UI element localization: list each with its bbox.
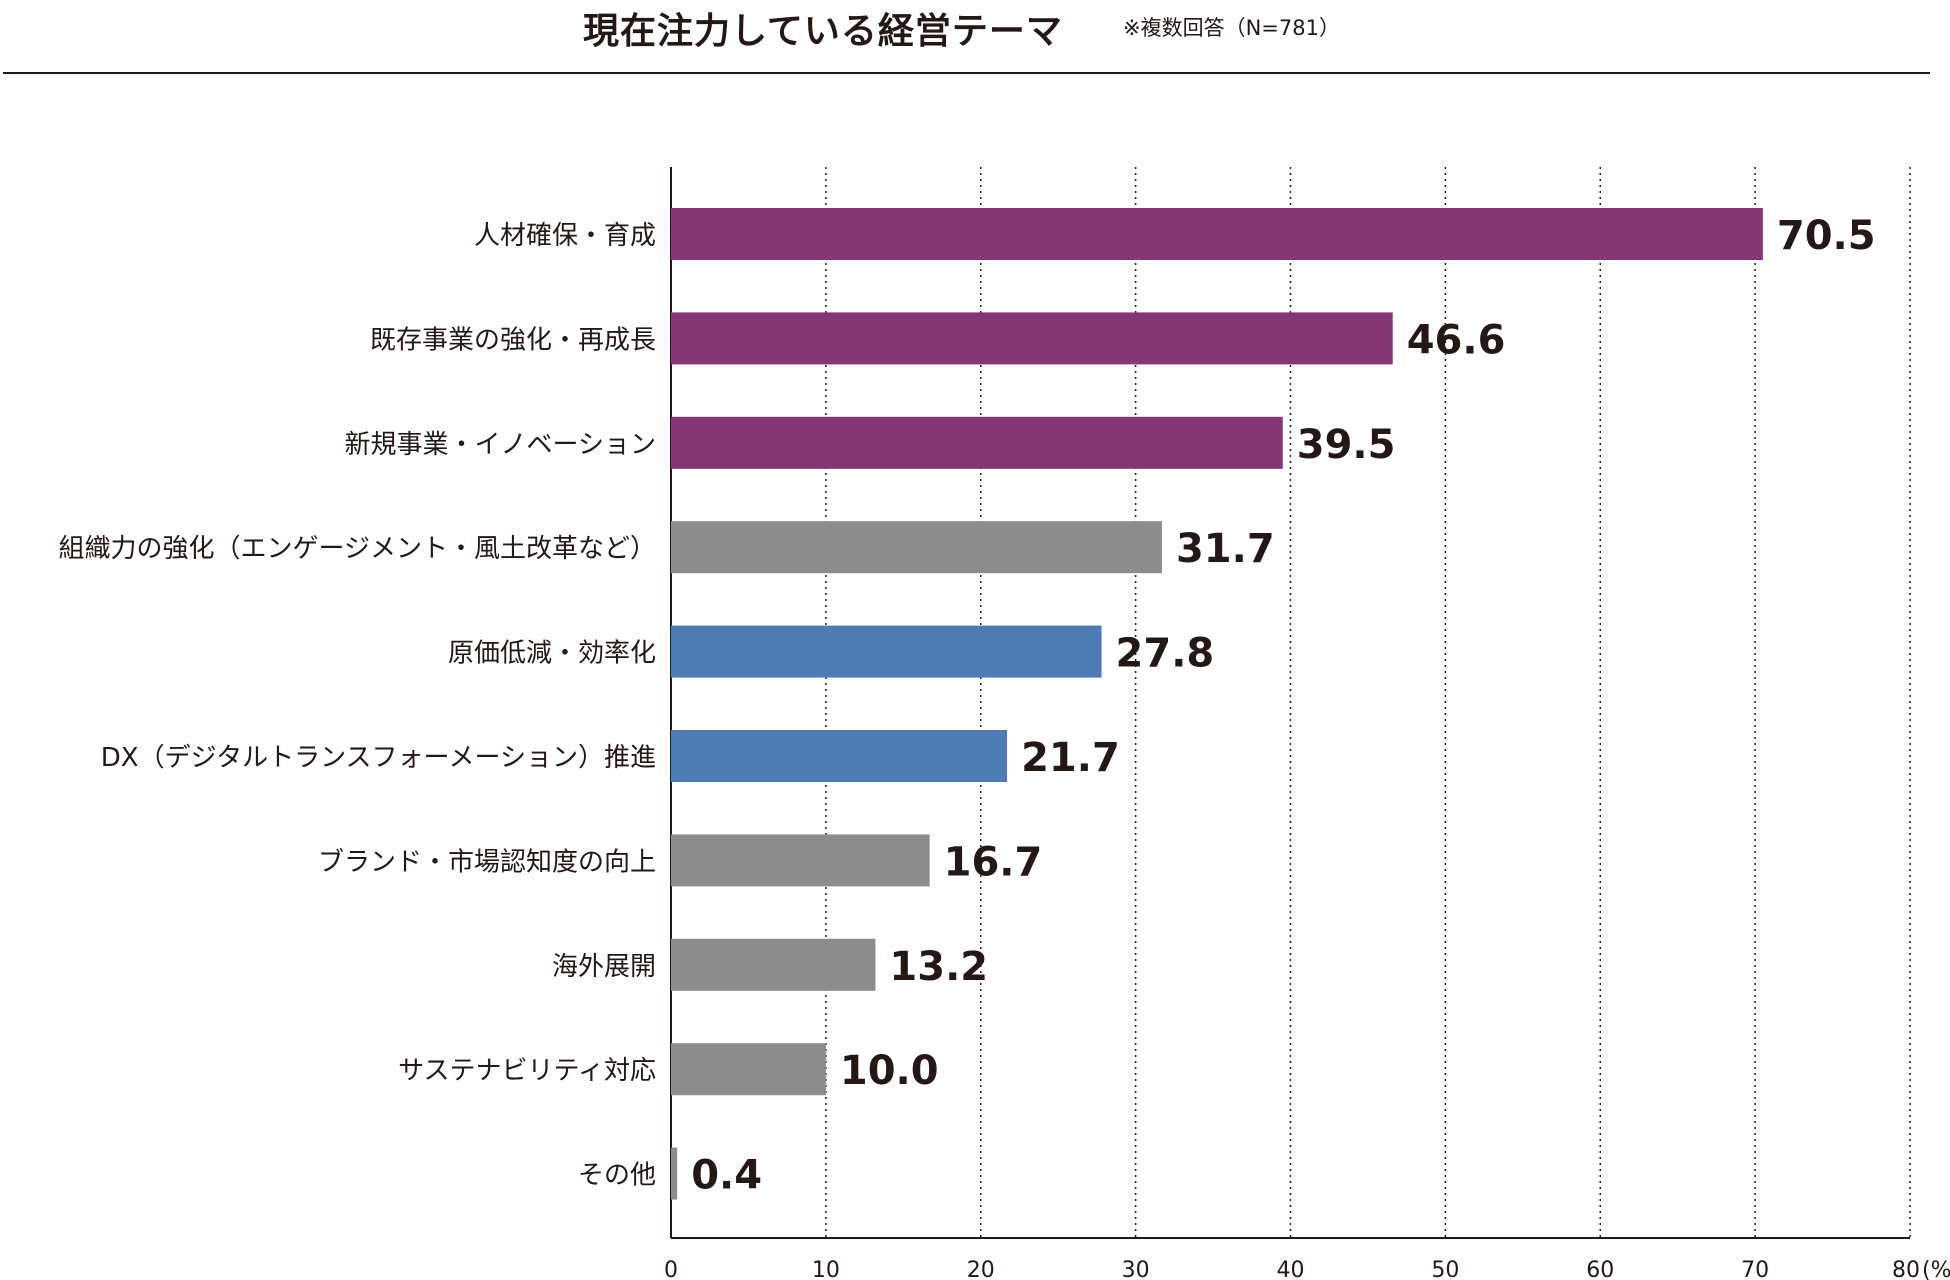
value-label-4: 27.8 [1116, 631, 1215, 677]
x-tick-label-20: 20 [967, 1258, 995, 1280]
x-tick-label-50: 50 [1431, 1258, 1459, 1280]
x-unit-label: (%) [1922, 1258, 1950, 1280]
category-label-3: 組織力の強化（エンゲージメント・風土改革など） [59, 534, 656, 564]
chart-header: 現在注力している経営テーマ ※複数回答（N=781） [0, 0, 1930, 75]
bar-9 [671, 1147, 678, 1200]
x-tick-label-60: 60 [1586, 1258, 1614, 1280]
value-label-2: 39.5 [1297, 422, 1396, 468]
value-label-0: 70.5 [1777, 213, 1876, 259]
bar-5 [671, 730, 1008, 782]
bar-3 [671, 521, 1162, 574]
bar-1 [671, 312, 1393, 365]
category-label-6: ブランド・市場認知度の向上 [318, 847, 656, 877]
category-label-5: DX（デジタルトランスフォーメーション）推進 [101, 743, 656, 773]
bar-6 [671, 834, 930, 887]
header-divider [3, 72, 1930, 74]
category-label-4: 原価低減・効率化 [448, 639, 656, 669]
bar-0 [671, 208, 1763, 260]
value-label-8: 10.0 [840, 1048, 939, 1094]
category-label-9: その他 [578, 1161, 656, 1191]
x-tick-label-0: 0 [664, 1258, 678, 1280]
value-label-5: 21.7 [1021, 735, 1120, 781]
chart-note: ※複数回答（N=781） [1123, 16, 1340, 40]
category-label-7: 海外展開 [552, 952, 656, 982]
bar-8 [671, 1043, 826, 1096]
x-tick-label-10: 10 [812, 1258, 840, 1280]
bar-7 [671, 938, 876, 991]
x-tick-label-80: 80 [1892, 1258, 1920, 1280]
bar-2 [671, 416, 1283, 469]
category-label-1: 既存事業の強化・再成長 [370, 325, 656, 355]
category-label-2: 新規事業・イノベーション [345, 430, 656, 460]
category-label-0: 人材確保・育成 [474, 221, 656, 251]
category-label-8: サステナビリティ対応 [398, 1056, 656, 1086]
value-label-9: 0.4 [691, 1153, 762, 1199]
value-label-6: 16.7 [944, 839, 1043, 885]
bar-4 [671, 625, 1102, 678]
chart-title: 現在注力している経営テーマ [583, 11, 1063, 52]
x-tick-label-70: 70 [1741, 1258, 1769, 1280]
value-label-1: 46.6 [1407, 317, 1506, 363]
value-label-7: 13.2 [889, 944, 988, 990]
x-tick-label-40: 40 [1277, 1258, 1305, 1280]
value-label-3: 31.7 [1176, 526, 1275, 572]
x-tick-label-30: 30 [1122, 1258, 1150, 1280]
